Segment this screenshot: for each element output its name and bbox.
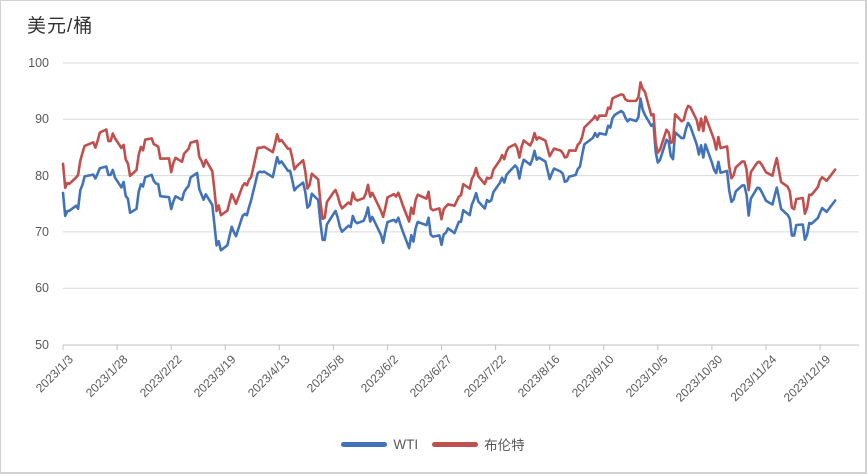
legend-label-wti: WTI xyxy=(393,436,419,452)
y-axis-label: 70 xyxy=(35,224,49,239)
y-axis-label: 60 xyxy=(35,281,49,296)
y-axis-label: 80 xyxy=(35,168,49,183)
wti-series-line xyxy=(61,97,837,252)
brent-line-swatch xyxy=(432,441,479,447)
chart-title: 美元/桶 xyxy=(27,16,94,37)
brent-series-line xyxy=(61,81,837,223)
y-axis-label: 90 xyxy=(35,112,49,127)
wti-line-swatch xyxy=(341,441,388,447)
legend-item-brent: 布伦特 xyxy=(432,434,525,454)
y-axis-label: 50 xyxy=(35,337,49,352)
legend-label-brent: 布伦特 xyxy=(484,438,525,453)
y-axis-label: 100 xyxy=(28,56,49,70)
legend-item-wti: WTI xyxy=(341,437,418,452)
chart-legend: WTI 布伦特 xyxy=(1,434,865,454)
